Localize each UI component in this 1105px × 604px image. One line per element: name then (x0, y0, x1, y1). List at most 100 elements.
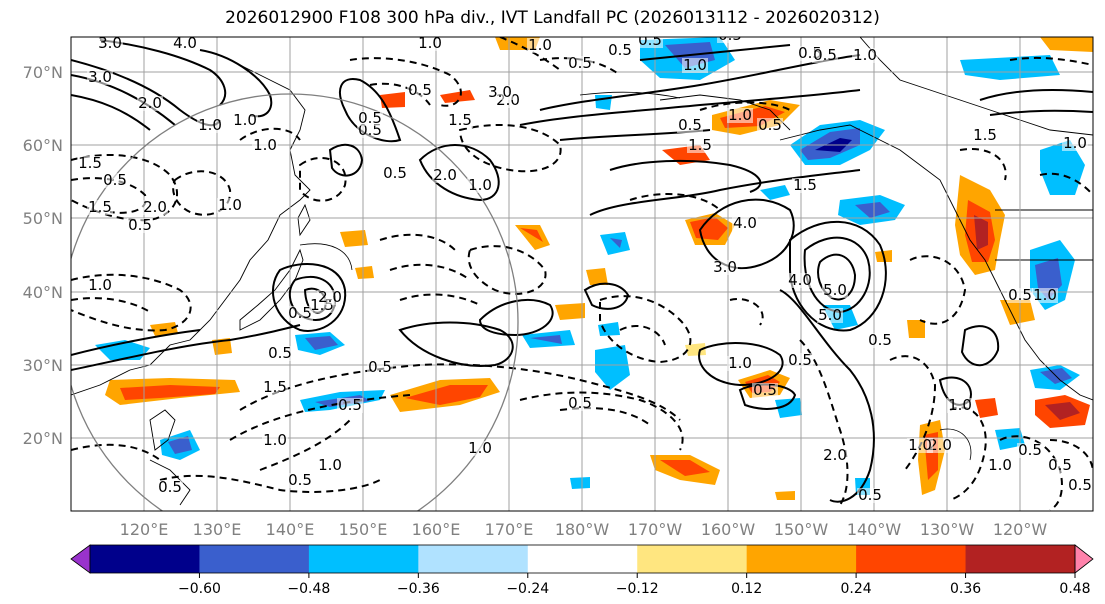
colorbar-tick-label: −0.60 (178, 581, 221, 597)
lat-label: 30°N (23, 356, 63, 375)
contour-label: 1.0 (87, 276, 113, 294)
colorbar-segment (308, 545, 419, 573)
contour-label: 1.5 (262, 378, 288, 396)
contour-label-text: 1.0 (253, 136, 277, 154)
contour-label-text: 1.5 (78, 154, 102, 172)
ivt-contours (299, 91, 972, 461)
colorbar-tick-label: 0.12 (731, 581, 762, 597)
contour-label: 2.0 (317, 288, 343, 306)
contour-label-text: 1.5 (448, 111, 472, 129)
colorbar-extend-min (70, 544, 91, 574)
colorbar-segment (746, 545, 857, 573)
contour-label: 1.5 (687, 136, 713, 154)
lat-label: 50°N (23, 209, 63, 228)
contour-label-text: 3.0 (488, 83, 512, 101)
lat-label: 70°N (23, 63, 63, 82)
colorbar-segment (90, 545, 200, 573)
contour-label: 1.0 (317, 456, 343, 474)
contour-label: 0.5 (1017, 441, 1043, 459)
contour-label: 1.0 (947, 396, 973, 414)
contour-label-text: 1.0 (948, 396, 972, 414)
contour-label: 1.0 (232, 111, 258, 129)
contour-label: 0.5 (857, 486, 883, 504)
contour-label: 0.5 (337, 396, 363, 414)
contour-label-text: 0.5 (1018, 441, 1042, 459)
contour-label: 4.0 (172, 34, 198, 52)
contour-label-text: 0.5 (268, 344, 292, 362)
contour-label: 0.5 (637, 31, 663, 49)
contour-label-text: 0.5 (638, 31, 662, 49)
contour-label: 0.5 (787, 351, 813, 369)
contour-label-text: 1.0 (988, 456, 1012, 474)
contour-label: 1.0 (1032, 286, 1058, 304)
contour-label-text: 2.0 (143, 198, 167, 216)
contour-label: 0.5 (127, 216, 153, 234)
contour-label-text: 0.5 (753, 381, 777, 399)
contour-label-text: 0.5 (358, 109, 382, 127)
colorbar-tick-label: −0.12 (616, 581, 659, 597)
contour-label-text: 1.5 (88, 198, 112, 216)
contour-label: 0.5 (367, 358, 393, 376)
contour-label-text: 1.5 (263, 378, 287, 396)
contour-label: 0.5 (567, 54, 593, 72)
lon-label: 160°E (412, 520, 461, 539)
contour-label-text: 5.0 (823, 281, 847, 299)
contour-label: 5.0 (822, 281, 848, 299)
colorbar-tick-label: −0.48 (287, 581, 330, 597)
contour-label: 0.5 (752, 381, 778, 399)
contour-label: 0.5 (677, 116, 703, 134)
colorbar-tick-label: 0.24 (841, 581, 872, 597)
contour-label-text: 2.0 (433, 166, 457, 184)
contour-label: 1.0 (907, 436, 933, 454)
contour-label: 2.0 (927, 436, 953, 454)
colorbar-ticks: −0.60 −0.48 −0.36 −0.24 −0.12 0.12 0.24 0.36 0.4… (178, 573, 1091, 597)
contour-label: 0.5 (102, 171, 128, 189)
contour-label: 1.0 (682, 56, 708, 74)
contour-label-text: 0.5 (718, 26, 742, 44)
colorbar-segment (199, 545, 310, 573)
lon-label: 130°E (193, 520, 242, 539)
lon-label: 170°E (485, 520, 534, 539)
contour-label: 0.5 (1047, 456, 1073, 474)
contour-label-text: 1.0 (528, 36, 552, 54)
contour-label: 3.0 (97, 37, 123, 52)
lat-label: 60°N (23, 136, 63, 155)
contour-label-text: 0.5 (103, 171, 127, 189)
lon-label: 120°W (993, 520, 1048, 539)
contour-label-text: 3.0 (713, 258, 737, 276)
contour-label-text: 1.0 (233, 111, 257, 129)
lon-label: 150°W (774, 520, 829, 539)
contour-label: 1.0 (262, 431, 288, 449)
colorbar-tick-label: −0.36 (397, 581, 440, 597)
contour-label: 0.5 (287, 471, 313, 489)
contour-label-text: 1.0 (318, 456, 342, 474)
contour-label-text: 1.5 (688, 136, 712, 154)
contour-label: 1.0 (727, 354, 753, 372)
lon-label: 120°E (120, 520, 169, 539)
colorbar-segment (965, 545, 1076, 573)
contour-label-text: 1.0 (263, 431, 287, 449)
contour-label-text: 1.0 (468, 439, 492, 457)
contour-label: 1.0 (1062, 134, 1088, 152)
contour-label: 2.0 (137, 94, 163, 112)
lon-label: 160°W (701, 520, 756, 539)
contour-label: 2.0 (822, 446, 848, 464)
contour-label: 0.5 (157, 478, 183, 496)
contour-label-text: 2.0 (138, 94, 162, 112)
contour-label: 0.5 (1007, 286, 1033, 304)
contour-label-text: 0.5 (1048, 456, 1072, 474)
contour-label-text: 4.0 (173, 34, 197, 52)
contour-label-text: 0.5 (383, 164, 407, 182)
contour-label: 2.0 (432, 166, 458, 184)
contour-label: 1.5 (447, 111, 473, 129)
contour-label: 1.0 (727, 106, 753, 124)
contour-label: 3.0 (87, 68, 113, 86)
contour-label-text: 1.0 (468, 176, 492, 194)
contour-label: 4.0 (732, 214, 758, 232)
contour-label-text: 1.0 (1033, 286, 1057, 304)
contour-label-text: 0.5 (288, 471, 312, 489)
colorbar-tick-label: 0.36 (950, 581, 981, 597)
lon-label: 180°W (555, 520, 610, 539)
contour-label-text: 0.5 (408, 81, 432, 99)
contour-label-text: 5.0 (818, 306, 842, 324)
